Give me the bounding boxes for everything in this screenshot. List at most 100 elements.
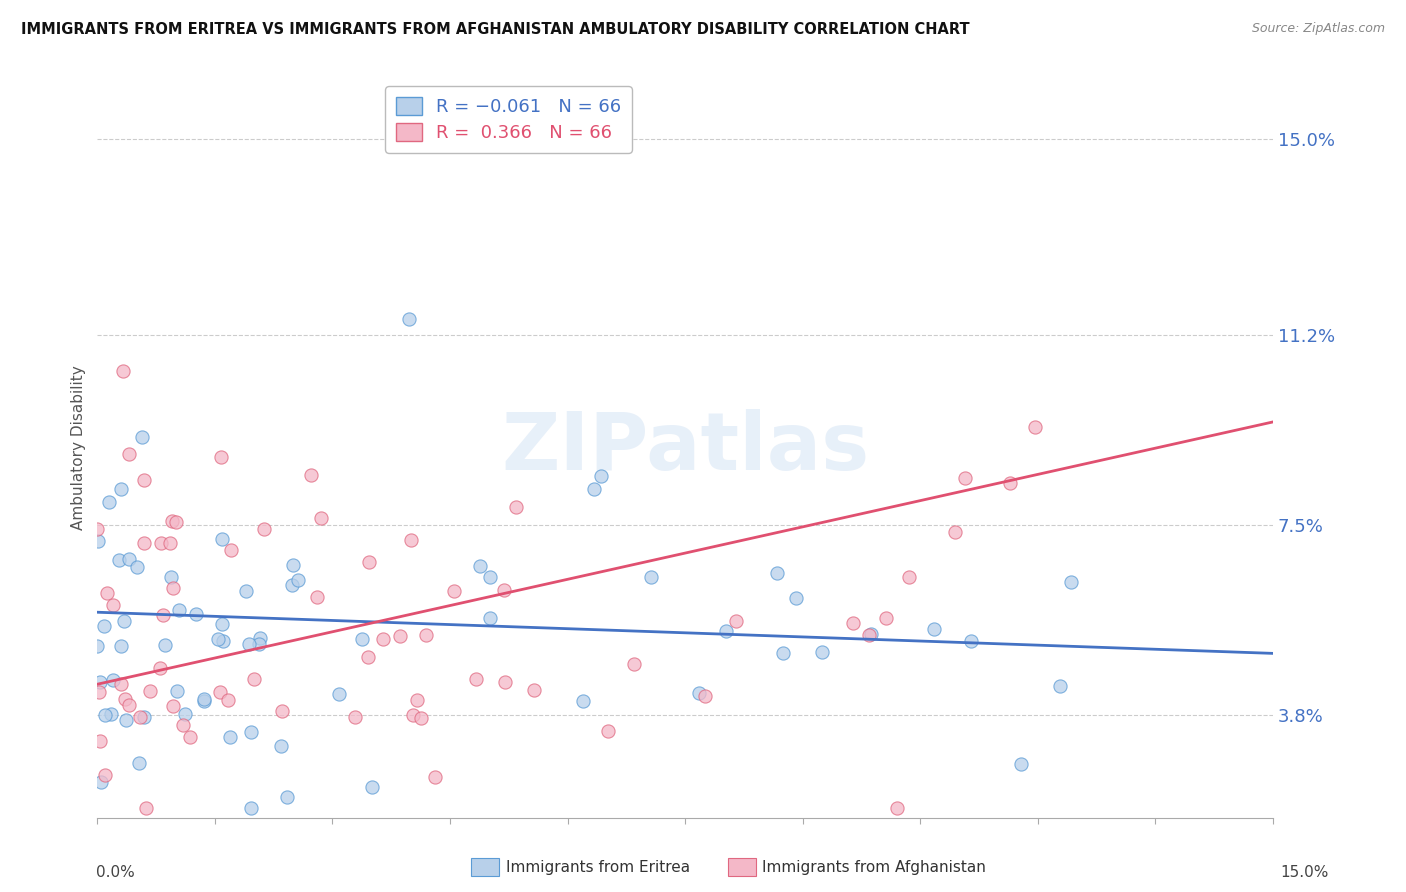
Point (328, 687, 350, 701)
Point (167, 602, 190, 616)
Point (572, 694, 595, 708)
Point (110, 639, 132, 653)
Point (523, 682, 546, 697)
Point (425, 770, 447, 784)
Point (943, 524, 966, 539)
Point (172, 718, 194, 732)
Point (596, 723, 619, 738)
Point (211, 532, 233, 546)
Point (271, 704, 294, 718)
Point (415, 628, 437, 642)
Point (494, 582, 516, 597)
Point (165, 515, 187, 529)
Point (1010, 756, 1032, 771)
Point (128, 756, 150, 770)
Point (494, 675, 516, 690)
Point (1060, 574, 1083, 589)
Point (281, 558, 304, 573)
Point (875, 611, 897, 625)
Point (219, 730, 242, 744)
Point (139, 684, 162, 698)
Point (785, 591, 807, 605)
Point (160, 570, 183, 584)
Point (307, 590, 329, 604)
Text: Immigrants from Afghanistan: Immigrants from Afghanistan (762, 860, 986, 874)
Point (359, 556, 381, 570)
Point (162, 581, 184, 595)
Point (211, 617, 233, 632)
Point (343, 710, 366, 724)
Point (110, 676, 132, 690)
Point (93, 619, 115, 633)
Point (208, 685, 231, 699)
Point (89, 734, 111, 748)
Point (478, 610, 501, 624)
Point (860, 627, 883, 641)
Text: IMMIGRANTS FROM ERITREA VS IMMIGRANTS FROM AFGHANISTAN AMBULATORY DISABILITY COR: IMMIGRANTS FROM ERITREA VS IMMIGRANTS FR… (21, 22, 970, 37)
Point (357, 649, 380, 664)
Point (89, 684, 111, 698)
Point (162, 698, 184, 713)
Point (583, 482, 606, 496)
Point (766, 566, 789, 580)
Text: Source: ZipAtlas.com: Source: ZipAtlas.com (1251, 22, 1385, 36)
Point (125, 560, 148, 574)
Text: 0.0%: 0.0% (96, 865, 135, 880)
Point (623, 657, 645, 672)
Point (118, 698, 141, 713)
Point (253, 522, 276, 536)
Point (150, 535, 173, 549)
Point (174, 707, 197, 722)
Point (352, 632, 374, 647)
Legend: R = −0.061   N = 66, R =  0.366   N = 66: R = −0.061 N = 66, R = 0.366 N = 66 (385, 87, 633, 153)
Point (858, 628, 880, 642)
Point (235, 584, 257, 599)
Point (398, 312, 420, 326)
Point (117, 447, 139, 461)
Point (270, 739, 292, 753)
Point (411, 711, 433, 725)
Point (94, 768, 117, 782)
Point (281, 577, 304, 591)
Point (94, 707, 117, 722)
Text: ZIPatlas: ZIPatlas (501, 409, 869, 487)
Point (399, 533, 422, 548)
Point (135, 800, 157, 814)
Point (193, 692, 215, 706)
Point (464, 673, 486, 687)
Point (811, 645, 834, 659)
Point (287, 573, 309, 587)
Point (134, 536, 156, 550)
Point (114, 691, 136, 706)
Point (131, 430, 153, 444)
Point (101, 599, 124, 613)
Point (86, 639, 108, 653)
Point (129, 710, 152, 724)
Point (897, 569, 920, 583)
Text: Immigrants from Eritrea: Immigrants from Eritrea (506, 860, 690, 874)
Point (402, 707, 425, 722)
Point (1024, 419, 1046, 434)
Point (86, 522, 108, 536)
Point (239, 725, 262, 739)
Point (108, 553, 131, 567)
Point (243, 672, 266, 686)
Point (89, 674, 111, 689)
Point (693, 689, 716, 703)
Text: 15.0%: 15.0% (1281, 865, 1329, 880)
Point (886, 800, 908, 814)
Point (87, 533, 110, 548)
Point (309, 511, 332, 525)
Point (212, 634, 235, 648)
Point (468, 558, 491, 573)
Point (132, 473, 155, 487)
Point (219, 543, 242, 558)
Point (115, 713, 138, 727)
Point (207, 632, 229, 647)
Point (238, 637, 260, 651)
Point (589, 468, 612, 483)
Point (249, 631, 271, 645)
Point (240, 800, 263, 814)
Point (247, 637, 270, 651)
Point (179, 730, 201, 744)
